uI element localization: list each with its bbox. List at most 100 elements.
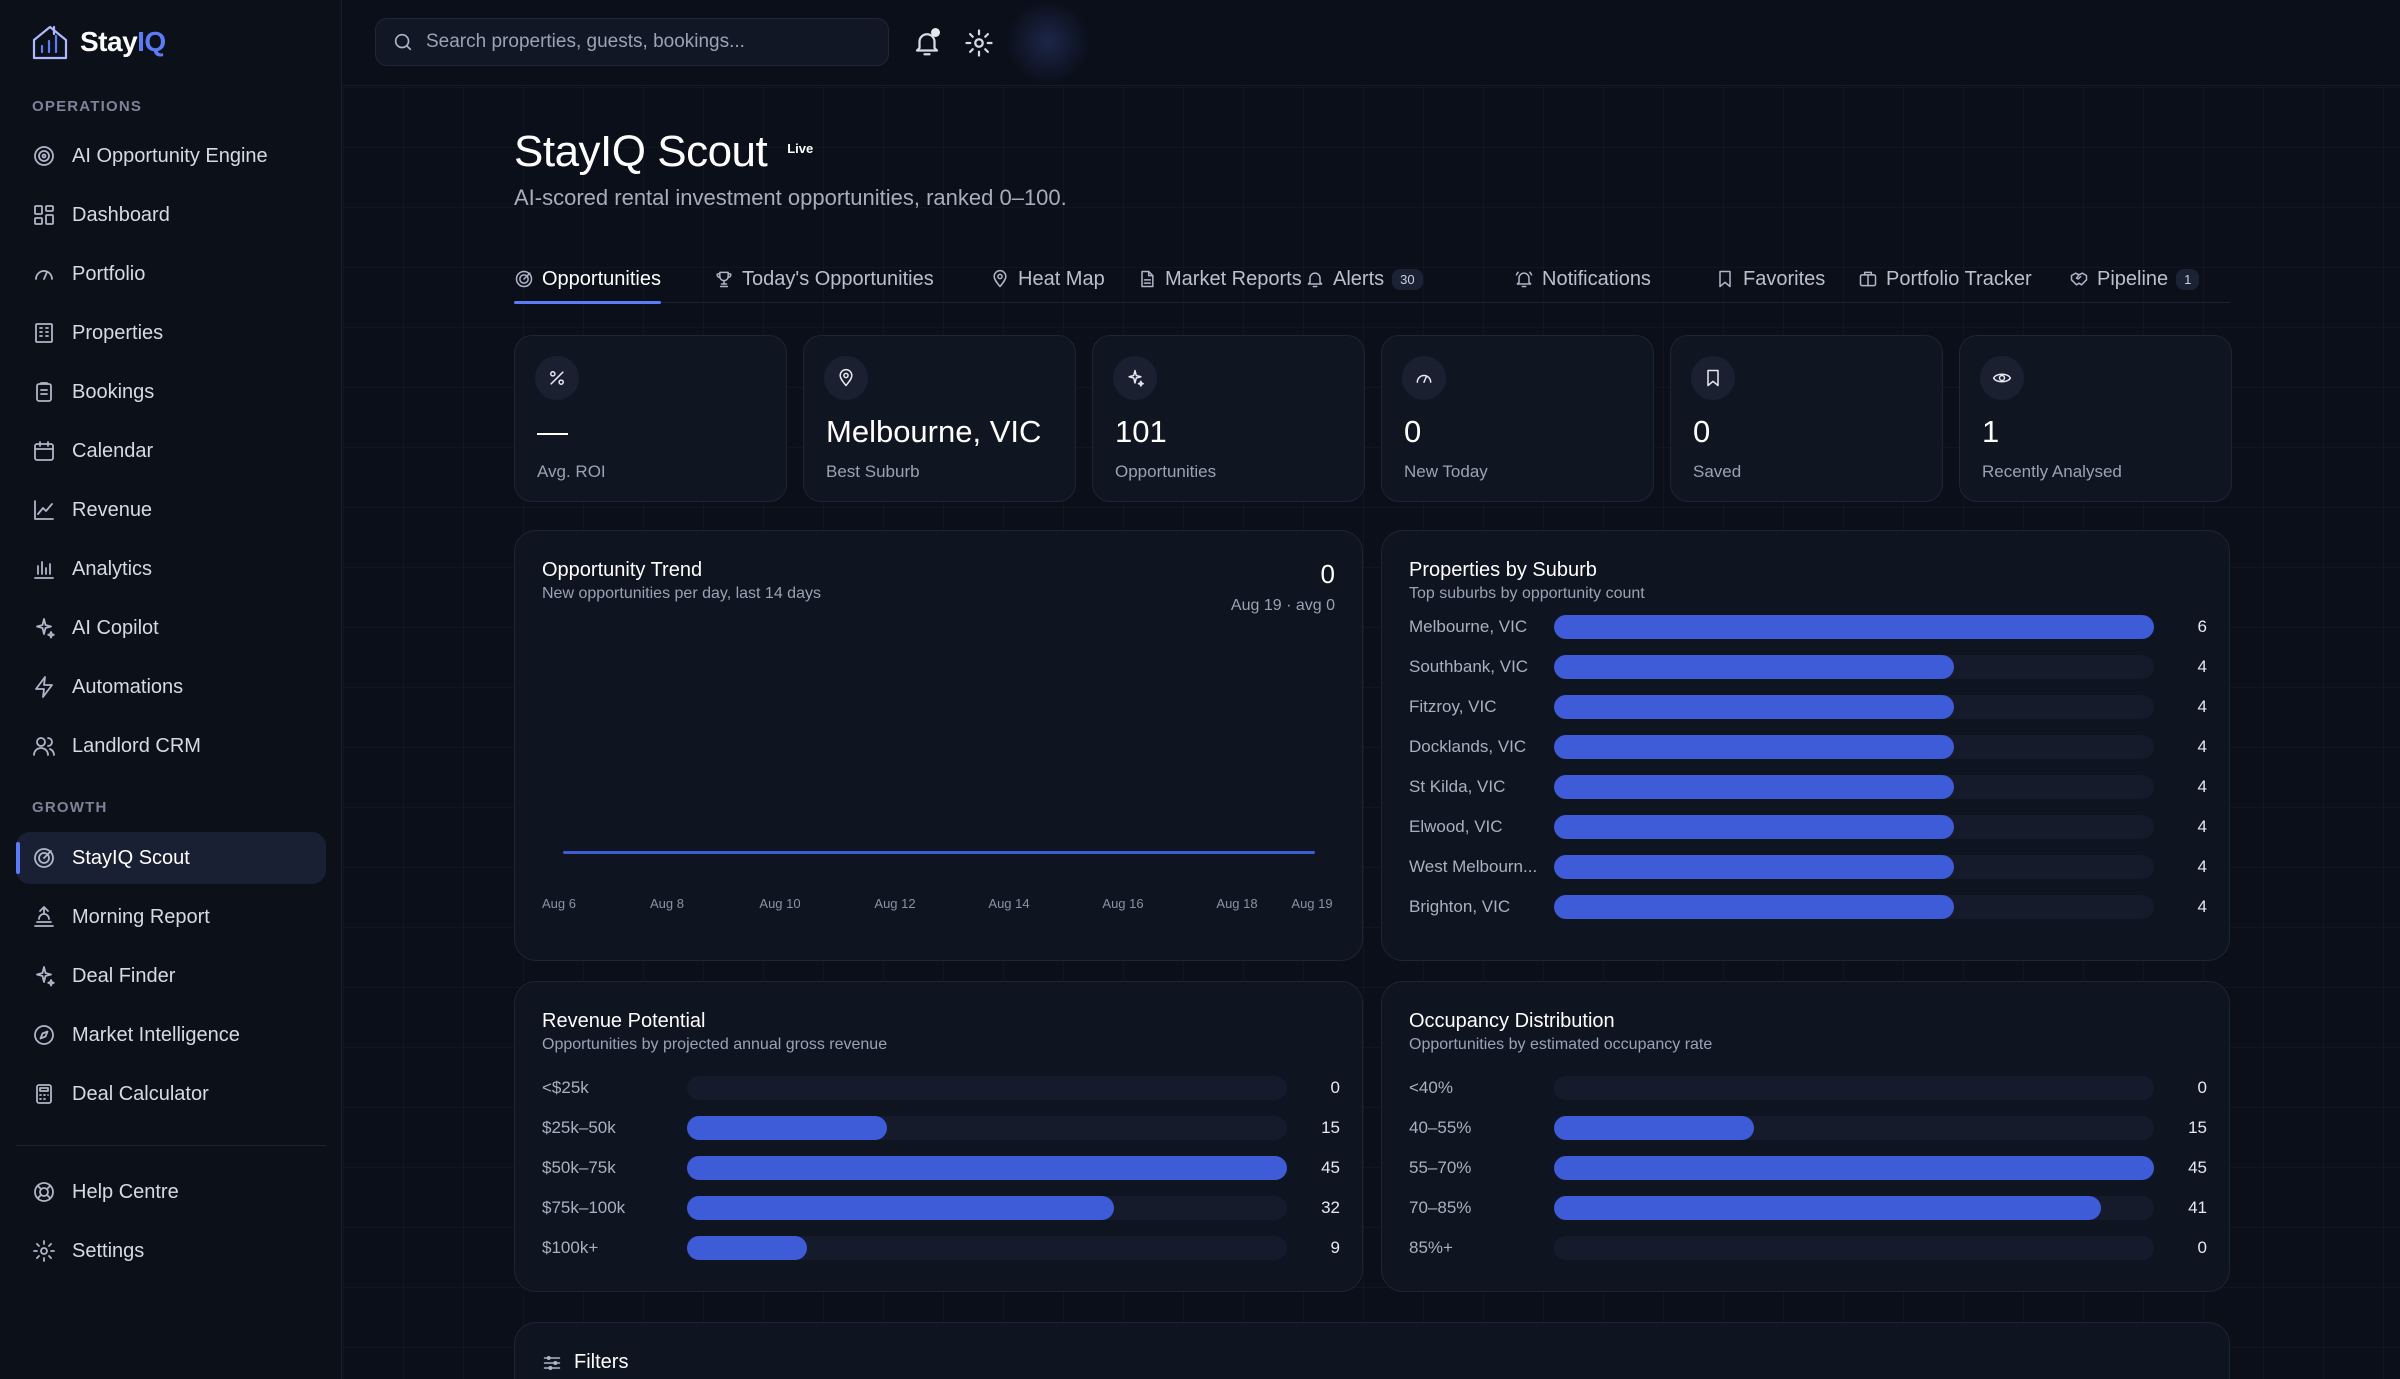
brand-name: StayIQ [80, 26, 166, 57]
bar-row[interactable]: Docklands, VIC 4 [1409, 734, 2207, 760]
search-box[interactable] [375, 18, 889, 66]
stat-card-new-today[interactable]: 0 New Today [1381, 335, 1654, 502]
user-avatar[interactable] [1003, 2, 1093, 82]
bar-fill [1554, 1156, 2154, 1180]
sidebar-item-morning-report[interactable]: Morning Report [16, 891, 326, 943]
bar-category-label: 40–55% [1409, 1118, 1472, 1137]
brand-logo[interactable]: StayIQ [30, 22, 166, 62]
bar-row[interactable]: St Kilda, VIC 4 [1409, 774, 2207, 800]
sidebar-item-calendar[interactable]: Calendar [16, 425, 326, 477]
bar-track [687, 1116, 1287, 1140]
tab-notifications[interactable]: Notifications [1514, 255, 1651, 303]
sidebar-item-market-intelligence[interactable]: Market Intelligence [16, 1009, 326, 1061]
bar-value-label: 9 [1330, 1238, 1340, 1257]
bar-row[interactable]: Southbank, VIC 4 [1409, 654, 2207, 680]
tab-bar: Opportunities Today's Opportunities Heat M… [514, 255, 2230, 304]
bar-category-label: West Melbourn... [1409, 857, 1538, 876]
sidebar-item-automations[interactable]: Automations [16, 661, 326, 713]
bar-row[interactable]: <40% 0 [1409, 1075, 2207, 1101]
filters-toggle[interactable]: Filters [542, 1351, 628, 1374]
bar-value-label: 0 [2197, 1238, 2207, 1257]
x-tick-label: Aug 19 [1291, 896, 1333, 911]
tab-heat-map[interactable]: Heat Map [990, 255, 1105, 303]
stat-value: Melbourne, VIC [826, 414, 1042, 449]
stat-card-recently-analysed[interactable]: 1 Recently Analysed [1959, 335, 2232, 502]
tab-alerts[interactable]: Alerts 30 [1305, 255, 1423, 303]
sidebar-item-label: Deal Calculator [72, 1082, 209, 1105]
sidebar-item-settings[interactable]: Settings [16, 1225, 326, 1277]
bar-chart-icon [32, 557, 56, 581]
stat-card-saved[interactable]: 0 Saved [1670, 335, 1943, 502]
card-subtitle: Top suburbs by opportunity count [1409, 585, 1645, 602]
dashboard-icon [32, 203, 56, 227]
gear-icon [964, 28, 994, 58]
bar-row[interactable]: Fitzroy, VIC 4 [1409, 694, 2207, 720]
card-subtitle: Opportunities by projected annual gross … [542, 1036, 888, 1053]
sidebar-item-landlord-crm[interactable]: Landlord CRM [16, 720, 326, 772]
search-input[interactable] [426, 31, 866, 53]
stat-label: Recently Analysed [1982, 462, 2122, 481]
bar-track [1554, 735, 2154, 759]
main-content: StayIQ Scout Live AI-scored rental inves… [343, 87, 2400, 1379]
tab-pipeline[interactable]: Pipeline 1 [2069, 255, 2200, 303]
sunrise-icon [32, 905, 56, 929]
bar-category-label: $25k–50k [542, 1118, 616, 1137]
sidebar-item-bookings[interactable]: Bookings [16, 366, 326, 418]
stat-icon-wrap [1402, 356, 1446, 400]
tab-label: Notifications [1542, 267, 1651, 290]
bar-value-label: 45 [2188, 1158, 2207, 1177]
bar-row[interactable]: $75k–100k 32 [542, 1195, 1340, 1221]
bar-row[interactable]: <$25k 0 [542, 1075, 1340, 1101]
bar-category-label: $100k+ [542, 1238, 599, 1257]
trend-series-line [563, 851, 1315, 854]
stat-card-best-suburb[interactable]: Melbourne, VIC Best Suburb [803, 335, 1076, 502]
sidebar-item-ai-copilot[interactable]: AI Copilot [16, 602, 326, 654]
settings-button[interactable] [964, 28, 994, 58]
bar-category-label: 70–85% [1409, 1198, 1472, 1217]
tab-opportunities[interactable]: Opportunities [514, 255, 661, 304]
tab-portfolio-tracker[interactable]: Portfolio Tracker [1858, 255, 2032, 303]
sidebar-item-dashboard[interactable]: Dashboard [16, 189, 326, 241]
sidebar-item-ai-opportunity-engine[interactable]: AI Opportunity Engine [16, 130, 326, 182]
clipboard-icon [32, 380, 56, 404]
radar-icon [514, 269, 534, 289]
tab-market-reports[interactable]: Market Reports [1137, 255, 1302, 303]
bell-icon [912, 28, 942, 58]
bar-row[interactable]: 70–85% 41 [1409, 1195, 2207, 1221]
sidebar-item-stayiq-scout[interactable]: StayIQ Scout [16, 832, 326, 884]
sidebar-item-deal-calculator[interactable]: Deal Calculator [16, 1068, 326, 1120]
sidebar-item-analytics[interactable]: Analytics [16, 543, 326, 595]
sidebar-item-label: Help Centre [72, 1180, 179, 1203]
bar-value-label: 15 [2188, 1118, 2207, 1137]
tab-today-s-opportunities[interactable]: Today's Opportunities [714, 255, 934, 303]
bar-row[interactable]: 55–70% 45 [1409, 1155, 2207, 1181]
bookmark-icon [1703, 368, 1723, 388]
sidebar-item-properties[interactable]: Properties [16, 307, 326, 359]
notifications-button[interactable] [912, 28, 942, 58]
bar-row[interactable]: $50k–75k 45 [542, 1155, 1340, 1181]
sliders-icon [542, 1353, 562, 1373]
bar-row[interactable]: Elwood, VIC 4 [1409, 814, 2207, 840]
stat-icon-wrap [535, 356, 579, 400]
bar-row[interactable]: 40–55% 15 [1409, 1115, 2207, 1141]
tab-favorites[interactable]: Favorites [1715, 255, 1825, 303]
sidebar-item-help-centre[interactable]: Help Centre [16, 1166, 326, 1218]
bar-row[interactable]: $100k+ 9 [542, 1235, 1340, 1261]
bar-row[interactable]: West Melbourn... 4 [1409, 854, 2207, 880]
sidebar-item-label: Morning Report [72, 905, 210, 928]
bar-row[interactable]: $25k–50k 15 [542, 1115, 1340, 1141]
stat-value: 1 [1982, 414, 2000, 449]
stat-card-opportunities[interactable]: 101 Opportunities [1092, 335, 1365, 502]
sidebar-item-deal-finder[interactable]: Deal Finder [16, 950, 326, 1002]
sidebar-item-revenue[interactable]: Revenue [16, 484, 326, 536]
stat-icon-wrap [1691, 356, 1735, 400]
sidebar-item-label: Properties [72, 321, 164, 344]
bar-row[interactable]: Melbourne, VIC 6 [1409, 614, 2207, 640]
bar-row[interactable]: Brighton, VIC 4 [1409, 894, 2207, 920]
bar-fill [687, 1196, 1114, 1220]
stat-card-avg-roi[interactable]: — Avg. ROI [514, 335, 787, 502]
tab-label: Pipeline [2097, 267, 2169, 290]
sidebar-item-portfolio[interactable]: Portfolio [16, 248, 326, 300]
stat-value: — [537, 414, 568, 449]
bar-row[interactable]: 85%+ 0 [1409, 1235, 2207, 1261]
